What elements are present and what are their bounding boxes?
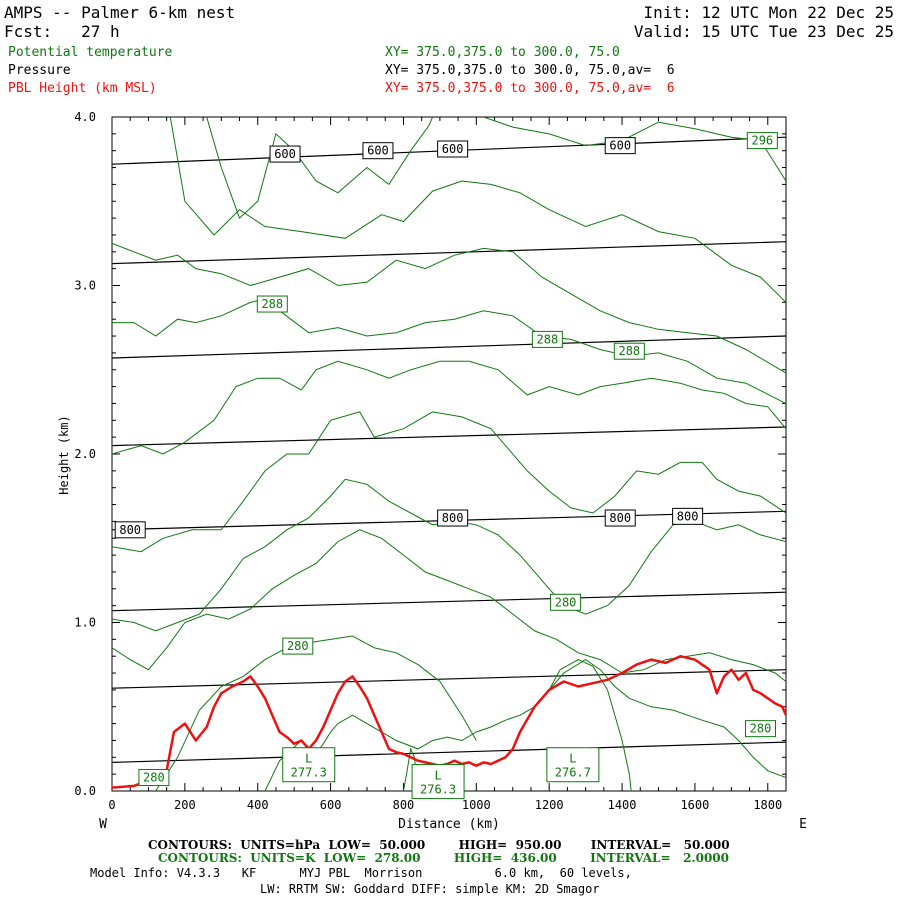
- pressure-contour-label-box: [437, 140, 469, 158]
- low-center-value: 276.7: [555, 766, 591, 780]
- theta-contour-label: 280: [555, 595, 577, 609]
- isobar-line: [112, 669, 786, 689]
- x-tick-label: 800: [393, 798, 415, 812]
- pressure-contour-label-box: [114, 521, 146, 539]
- isobar-line: [112, 335, 786, 359]
- low-center-box: [546, 747, 600, 783]
- theta-contour: [112, 298, 786, 404]
- x-tick-label: 200: [174, 798, 196, 812]
- isobar-line: [112, 591, 786, 612]
- low-center-marker: L: [305, 752, 312, 766]
- pressure-contour-label-box: [362, 142, 394, 160]
- theta-contour-label-box: [531, 330, 563, 348]
- theta-contour-label-box: [256, 295, 288, 313]
- east-label: E: [799, 817, 807, 832]
- theta-contour-label-box: [746, 132, 778, 150]
- theta-contour-label-box: [744, 720, 776, 738]
- pressure-contour-label: 800: [609, 511, 631, 525]
- low-center-marker: L: [434, 769, 441, 783]
- legend-pressure: Pressure: [8, 63, 71, 78]
- pressure-contour-label: 600: [367, 144, 389, 158]
- pressure-contour-label: 800: [677, 509, 699, 523]
- plot-frame: [111, 116, 787, 792]
- theta-contour: [169, 117, 786, 303]
- x-tick-label: 0: [108, 798, 115, 812]
- x-tick-label: 1400: [608, 798, 637, 812]
- low-center-box: [282, 747, 336, 783]
- west-label: W: [99, 817, 107, 832]
- theta-contour-label-box: [550, 593, 582, 611]
- isobar-line: [112, 741, 786, 763]
- pressure-contour-label: 600: [609, 139, 631, 153]
- theta-contour-label: 280: [287, 639, 309, 653]
- x-tick-label: 1600: [680, 798, 709, 812]
- x-tick-label: 1200: [535, 798, 564, 812]
- theta-contour-label: 296: [751, 134, 773, 148]
- theta-contour: [155, 635, 477, 791]
- theta-contour: [483, 117, 786, 182]
- theta-contour: [112, 242, 786, 374]
- theta-contour: [112, 529, 786, 682]
- low-center-value: 276.3: [420, 783, 456, 797]
- pressure-contour-label-box: [604, 137, 636, 155]
- theta-contour-label: 288: [618, 344, 640, 358]
- pressure-contour-label: 800: [442, 511, 464, 525]
- y-axis-label: Height (km): [57, 415, 71, 494]
- isobar-line: [112, 241, 786, 265]
- chart-title: AMPS -- Palmer 6-km nest: [4, 3, 236, 22]
- xy-pressure: XY= 375.0,375.0 to 300.0, 75.0,av= 6: [385, 63, 675, 78]
- isobar-line: [112, 426, 786, 447]
- theta-contour-label-box: [282, 637, 314, 655]
- legend-potential-temperature: Potential temperature: [8, 45, 173, 60]
- low-center-value: 277.3: [291, 766, 327, 780]
- xy-pbl: XY= 375.0,375.0 to 300.0, 75.0,av= 6: [385, 81, 675, 96]
- y-tick-label: 4.0: [74, 110, 96, 124]
- pressure-contour-label-box: [604, 509, 636, 527]
- x-tick-label: 400: [247, 798, 269, 812]
- footer-physics-info: LW: RRTM SW: Goddard DIFF: simple KM: 2D…: [260, 882, 600, 896]
- theta-contour-label: 288: [261, 297, 283, 311]
- theta-contour: [112, 411, 786, 553]
- pressure-contour-label: 600: [442, 142, 464, 156]
- footer-theta-contours: CONTOURS: UNITS=K LOW= 278.00 HIGH= 436.…: [158, 851, 729, 865]
- y-tick-label: 2.0: [74, 447, 96, 461]
- x-tick-label: 1000: [462, 798, 491, 812]
- low-center-box: [411, 764, 465, 800]
- y-tick-label: 0.0: [74, 784, 96, 798]
- y-tick-label: 1.0: [74, 616, 96, 630]
- theta-contour-label: 280: [143, 771, 165, 785]
- init-time: Init: 12 UTC Mon 22 Dec 25: [643, 3, 894, 22]
- forecast-hour: Fcst: 27 h: [4, 22, 120, 41]
- theta-contour-label: 280: [750, 722, 772, 736]
- pressure-contour-label-box: [269, 145, 301, 163]
- theta-contour: [548, 659, 632, 791]
- y-tick-label: 3.0: [74, 279, 96, 293]
- pbl-height-line: [112, 654, 786, 789]
- pressure-contour-label-box: [672, 507, 704, 525]
- theta-contour: [112, 360, 786, 455]
- valid-time: Valid: 15 UTC Tue 23 Dec 25: [633, 22, 894, 41]
- theta-contour-label-box: [138, 769, 170, 787]
- footer-pressure-contours: CONTOURS: UNITS=hPa LOW= 50.000 HIGH= 95…: [148, 838, 730, 852]
- xy-theta: XY= 375.0,375.0 to 300.0, 75.0: [385, 45, 620, 60]
- x-tick-label: 600: [320, 798, 342, 812]
- x-tick-label: 1800: [753, 798, 782, 812]
- pressure-contour-label: 600: [274, 147, 296, 161]
- theta-contour-label-box: [613, 342, 645, 360]
- footer-model-info: Model Info: V4.3.3 KF MYJ PBL Morrison 6…: [90, 866, 632, 880]
- theta-contour: [206, 117, 434, 219]
- theta-contour: [264, 659, 786, 791]
- x-axis-label: Distance (km): [398, 817, 500, 832]
- pressure-contour-label-box: [437, 509, 469, 527]
- legend-pbl-height: PBL Height (km MSL): [8, 81, 157, 96]
- low-center-marker: L: [569, 752, 576, 766]
- pressure-contour-label: 800: [119, 523, 141, 537]
- theta-contour-label: 288: [537, 332, 559, 346]
